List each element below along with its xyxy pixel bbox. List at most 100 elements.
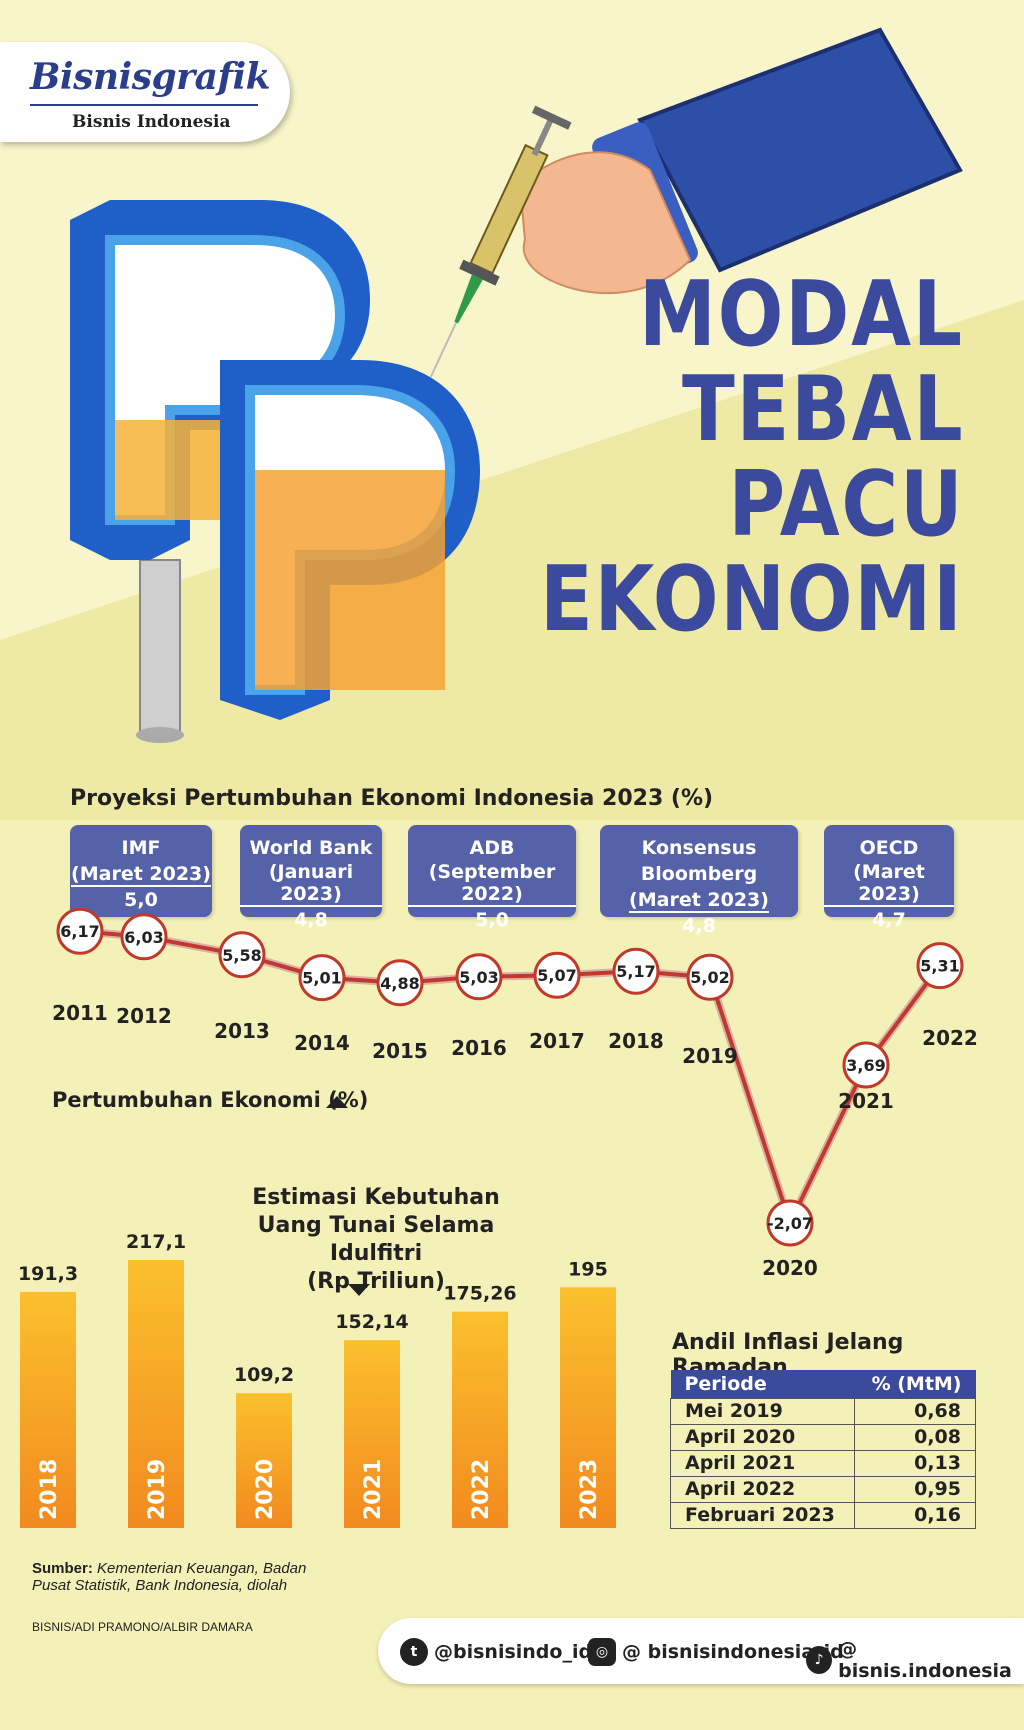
source-note: Sumber: Kementerian Keuangan, Badan Pusa…	[32, 1560, 332, 1594]
growth-year-label: 2020	[762, 1256, 818, 1280]
growth-point	[533, 951, 581, 999]
triangle-up-icon	[326, 1096, 348, 1108]
cash-bar	[560, 1287, 616, 1528]
inflation-table: Periode % (MtM) Mei 2019 0,68 April 2020 0…	[670, 1370, 977, 1529]
growth-year-label: 2012	[116, 1004, 172, 1028]
header-value: % (MtM)	[854, 1370, 976, 1398]
table-row: April 2020 0,08	[670, 1423, 977, 1451]
social-bar: t @bisnisindo_id ◎ @ bisnisindonesia_id …	[378, 1618, 1024, 1684]
growth-value-label: 6,17	[60, 922, 99, 941]
projection-value: 5,0	[475, 909, 509, 931]
growth-year-label: 2014	[294, 1031, 350, 1055]
growth-point	[298, 954, 346, 1002]
cash-value-label: 175,26	[443, 1283, 516, 1305]
cell-value: 0,08	[853, 1423, 977, 1451]
growth-value-label: 5,02	[690, 968, 729, 987]
growth-year-label: 2022	[922, 1026, 978, 1050]
title-line-1: MODAL	[639, 262, 964, 367]
growth-year-label: 2019	[682, 1044, 738, 1068]
growth-point	[455, 953, 503, 1001]
growth-point	[376, 959, 424, 1007]
projection-value: 5,0	[124, 889, 158, 911]
cash-chart-title-line: Uang Tunai Selama Idulfitri	[257, 1213, 495, 1266]
twitter-handle: @bisnisindo_id	[434, 1641, 593, 1663]
growth-point	[56, 907, 104, 955]
social-tiktok[interactable]: ♪ @ bisnis.indonesia	[806, 1638, 1024, 1682]
projection-imf: IMF (Maret 2023) 5,0	[70, 825, 212, 917]
cell-period: Mei 2019	[670, 1397, 855, 1425]
growth-value-label: 5,17	[616, 962, 655, 981]
brand-divider	[30, 104, 258, 106]
projection-date: (Maret 2023)	[824, 861, 954, 907]
projection-value: 4,7	[872, 909, 906, 931]
projection-adb: ADB (September 2022) 5,0	[408, 825, 576, 931]
cash-bar	[236, 1393, 292, 1528]
cash-value-label: 195	[568, 1258, 608, 1280]
projection-world-bank: World Bank (Januari 2023) 4,8	[240, 825, 382, 931]
growth-year-label: 2018	[608, 1029, 664, 1053]
projection-org: Konsensus Bloomberg	[640, 837, 758, 885]
tiktok-handle: @ bisnis.indonesia	[838, 1638, 1012, 1682]
instagram-icon: ◎	[588, 1638, 616, 1666]
cell-value: 0,95	[853, 1475, 977, 1503]
title-line-4: EKONOMI	[540, 547, 964, 652]
growth-value-label: 6,03	[124, 928, 163, 947]
projection-oecd: OECD (Maret 2023) 4,7	[824, 825, 954, 931]
growth-value-label: 5,58	[222, 946, 261, 965]
growth-value-label: 5,31	[920, 957, 959, 976]
growth-line	[79, 929, 942, 1225]
source-text: Kementerian Keuangan, Badan Pusat Statis…	[32, 1560, 307, 1594]
growth-point	[916, 942, 964, 990]
growth-value-label: 4,88	[380, 974, 419, 993]
projection-bloomberg: Konsensus Bloomberg (Maret 2023) 4,8	[600, 825, 798, 937]
projection-value: 4,8	[294, 909, 328, 931]
title-line-2: TEBAL	[681, 357, 964, 462]
growth-year-label: 2013	[214, 1019, 270, 1043]
projections-title: Proyeksi Pertumbuhan Ekonomi Indonesia 2…	[70, 786, 714, 811]
projection-date: (Januari 2023)	[240, 861, 382, 907]
growth-value-label: -2,07	[767, 1214, 813, 1233]
table-row: April 2021 0,13	[670, 1449, 977, 1477]
rp-syringe-illustration: Rp	[70, 27, 963, 743]
growth-year-label: 2015	[372, 1039, 428, 1063]
projection-date: (Maret 2023)	[629, 889, 769, 913]
projection-date: (Maret 2023)	[71, 863, 211, 887]
cash-year-label: 2018	[37, 1459, 62, 1520]
cash-chart-title-line: (Rp Triliun)	[307, 1269, 445, 1294]
cell-period: April 2020	[670, 1423, 855, 1451]
cash-year-label: 2022	[469, 1459, 494, 1520]
cash-year-label: 2023	[577, 1459, 602, 1520]
brand-logo: Bisnisgrafik Bisnis Indonesia	[0, 42, 290, 142]
growth-chart-title: Pertumbuhan Ekonomi (%)	[52, 1088, 369, 1112]
cash-bar	[128, 1260, 184, 1528]
social-twitter[interactable]: t @bisnisindo_id	[400, 1638, 592, 1666]
growth-point	[612, 947, 660, 995]
cash-value-label: 152,14	[335, 1311, 408, 1333]
growth-year-label: 2016	[451, 1036, 507, 1060]
cell-period: April 2021	[670, 1449, 855, 1477]
cash-bar	[344, 1340, 400, 1528]
growth-value-label: 5,07	[537, 966, 576, 985]
cash-year-label: 2021	[361, 1459, 386, 1520]
growth-point	[842, 1041, 890, 1089]
projection-org: ADB	[469, 837, 515, 859]
cell-value: 0,68	[853, 1397, 977, 1425]
table-row: April 2022 0,95	[670, 1475, 977, 1503]
growth-year-label: 2017	[529, 1029, 585, 1053]
tiktok-icon: ♪	[806, 1646, 833, 1674]
table-header-row: Periode % (MtM)	[670, 1370, 976, 1398]
cash-bar	[20, 1291, 76, 1528]
instagram-handle: @ bisnisindonesia_id	[622, 1641, 844, 1663]
social-instagram[interactable]: ◎ @ bisnisindonesia_id	[588, 1638, 844, 1666]
projection-date: (September 2022)	[408, 861, 576, 907]
projection-org: World Bank	[249, 837, 373, 859]
cash-value-label: 191,3	[18, 1263, 78, 1285]
cash-chart-title-line: Estimasi Kebutuhan	[252, 1185, 500, 1210]
twitter-icon: t	[400, 1638, 428, 1666]
table-row: Mei 2019 0,68	[670, 1397, 977, 1425]
brand-sub: Bisnis Indonesia	[72, 112, 231, 132]
growth-value-label: 5,01	[302, 969, 341, 988]
header-period: Periode	[670, 1370, 855, 1398]
growth-point	[686, 953, 734, 1001]
